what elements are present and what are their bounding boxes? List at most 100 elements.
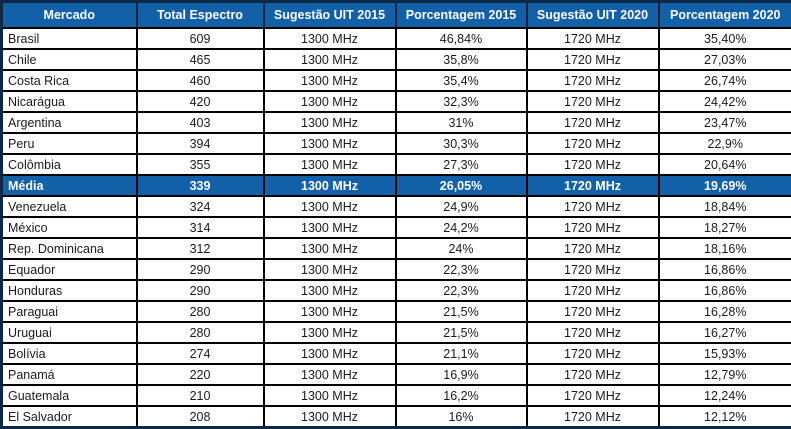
cell-sugestao-2015: 1300 MHz — [264, 196, 396, 217]
cell-porcentagem-2015: 16% — [396, 406, 527, 428]
cell-porcentagem-2020: 12,79% — [659, 364, 791, 385]
cell-porcentagem-2015: 22,3% — [396, 280, 527, 301]
cell-mercado: Venezuela — [2, 196, 137, 217]
cell-mercado: Rep. Dominicana — [2, 238, 137, 259]
cell-sugestao-2020: 1720 MHz — [527, 280, 659, 301]
cell-total-espectro: 220 — [137, 364, 264, 385]
cell-porcentagem-2015: 21,5% — [396, 322, 527, 343]
cell-sugestao-2015: 1300 MHz — [264, 364, 396, 385]
cell-porcentagem-2020: 18,16% — [659, 238, 791, 259]
cell-sugestao-2020: 1720 MHz — [527, 406, 659, 428]
cell-sugestao-2020: 1720 MHz — [527, 301, 659, 322]
cell-mercado: Nicarágua — [2, 91, 137, 112]
cell-mercado: Brasil — [2, 28, 137, 49]
cell-sugestao-2015: 1300 MHz — [264, 238, 396, 259]
cell-porcentagem-2015: 24,2% — [396, 217, 527, 238]
cell-porcentagem-2015: 35,8% — [396, 49, 527, 70]
cell-mercado: Equador — [2, 259, 137, 280]
cell-sugestao-2020: 1720 MHz — [527, 28, 659, 49]
cell-total-espectro: 460 — [137, 70, 264, 91]
cell-porcentagem-2020: 20,64% — [659, 154, 791, 175]
cell-sugestao-2015: 1300 MHz — [264, 343, 396, 364]
cell-sugestao-2015: 1300 MHz — [264, 49, 396, 70]
cell-porcentagem-2020: 18,84% — [659, 196, 791, 217]
cell-total-espectro: 280 — [137, 322, 264, 343]
cell-sugestao-2015: 1300 MHz — [264, 217, 396, 238]
header-total-espectro: Total Espectro — [137, 2, 264, 29]
cell-porcentagem-2020: 15,93% — [659, 343, 791, 364]
cell-sugestao-2015: 1300 MHz — [264, 280, 396, 301]
header-sugestao-uit-2015: Sugestão UIT 2015 — [264, 2, 396, 29]
cell-mercado: Colômbia — [2, 154, 137, 175]
header-porcentagem-2020: Porcentagem 2020 — [659, 2, 791, 29]
cell-porcentagem-2020: 27,03% — [659, 49, 791, 70]
cell-sugestao-2020: 1720 MHz — [527, 91, 659, 112]
cell-sugestao-2015: 1300 MHz — [264, 91, 396, 112]
cell-mercado: Paraguai — [2, 301, 137, 322]
cell-porcentagem-2015: 24% — [396, 238, 527, 259]
cell-sugestao-2020: 1720 MHz — [527, 175, 659, 196]
cell-sugestao-2020: 1720 MHz — [527, 364, 659, 385]
cell-sugestao-2015: 1300 MHz — [264, 322, 396, 343]
cell-total-espectro: 208 — [137, 406, 264, 428]
cell-sugestao-2020: 1720 MHz — [527, 112, 659, 133]
cell-total-espectro: 609 — [137, 28, 264, 49]
cell-porcentagem-2020: 12,24% — [659, 385, 791, 406]
cell-porcentagem-2020: 16,28% — [659, 301, 791, 322]
cell-total-espectro: 210 — [137, 385, 264, 406]
cell-porcentagem-2020: 26,74% — [659, 70, 791, 91]
cell-mercado: Costa Rica — [2, 70, 137, 91]
cell-sugestao-2015: 1300 MHz — [264, 406, 396, 428]
cell-porcentagem-2020: 18,27% — [659, 217, 791, 238]
cell-total-espectro: 403 — [137, 112, 264, 133]
cell-mercado: Guatemala — [2, 385, 137, 406]
cell-porcentagem-2015: 21,1% — [396, 343, 527, 364]
cell-porcentagem-2020: 23,47% — [659, 112, 791, 133]
cell-porcentagem-2015: 30,3% — [396, 133, 527, 154]
cell-sugestao-2020: 1720 MHz — [527, 133, 659, 154]
cell-mercado: Honduras — [2, 280, 137, 301]
cell-porcentagem-2015: 21,5% — [396, 301, 527, 322]
cell-total-espectro: 280 — [137, 301, 264, 322]
cell-porcentagem-2015: 22,3% — [396, 259, 527, 280]
cell-sugestao-2015: 1300 MHz — [264, 154, 396, 175]
cell-mercado: El Salvador — [2, 406, 137, 428]
cell-porcentagem-2020: 16,86% — [659, 280, 791, 301]
cell-sugestao-2020: 1720 MHz — [527, 217, 659, 238]
cell-porcentagem-2020: 24,42% — [659, 91, 791, 112]
cell-porcentagem-2020: 22,9% — [659, 133, 791, 154]
cell-porcentagem-2020: 16,86% — [659, 259, 791, 280]
header-sugestao-uit-2020: Sugestão UIT 2020 — [527, 2, 659, 29]
cell-total-espectro: 314 — [137, 217, 264, 238]
cell-total-espectro: 324 — [137, 196, 264, 217]
header-row: Mercado Total Espectro Sugestão UIT 2015… — [2, 2, 791, 29]
cell-mercado: Bolívia — [2, 343, 137, 364]
cell-porcentagem-2015: 35,4% — [396, 70, 527, 91]
cell-total-espectro: 290 — [137, 259, 264, 280]
cell-sugestao-2015: 1300 MHz — [264, 385, 396, 406]
cell-porcentagem-2015: 16,2% — [396, 385, 527, 406]
cell-total-espectro: 420 — [137, 91, 264, 112]
cell-porcentagem-2015: 16,9% — [396, 364, 527, 385]
cell-porcentagem-2015: 26,05% — [396, 175, 527, 196]
cell-sugestao-2020: 1720 MHz — [527, 154, 659, 175]
cell-sugestao-2015: 1300 MHz — [264, 175, 396, 196]
cell-mercado: México — [2, 217, 137, 238]
